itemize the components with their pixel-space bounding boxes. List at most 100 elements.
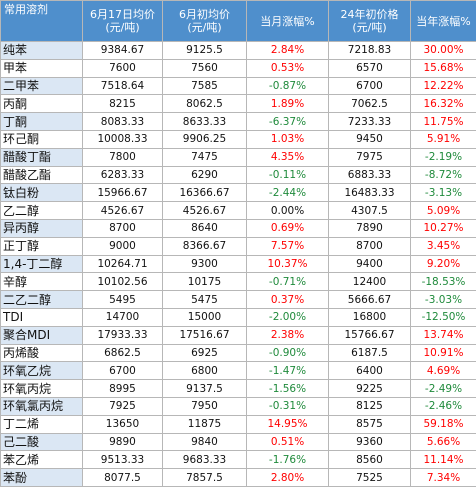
- header-solvent: 常用溶剂: [1, 1, 83, 42]
- jun-start-price-cell: 7950: [163, 397, 247, 415]
- jun17-price-cell: 10102.56: [83, 273, 163, 291]
- table-row: 乙二醇 4526.67 4526.67 0.00% 4307.5 5.09%: [1, 202, 476, 220]
- year-start-price-cell: 6700: [329, 77, 411, 95]
- month-change-cell: 2.80%: [247, 469, 329, 487]
- month-change-cell: 2.38%: [247, 326, 329, 344]
- month-change-cell: 2.84%: [247, 42, 329, 60]
- table-row: 1,4-丁二醇 10264.71 9300 10.37% 9400 9.20%: [1, 255, 476, 273]
- solvent-name-cell: 异丙醇: [1, 219, 83, 237]
- year-change-cell: 12.22%: [411, 77, 476, 95]
- jun-start-price-cell: 6290: [163, 166, 247, 184]
- jun17-price-cell: 9513.33: [83, 451, 163, 469]
- solvent-name-cell: 苯酚: [1, 469, 83, 487]
- solvent-name-cell: 环氧氯丙烷: [1, 397, 83, 415]
- table-row: 纯苯 9384.67 9125.5 2.84% 7218.83 30.00%: [1, 42, 476, 60]
- year-start-price-cell: 9360: [329, 433, 411, 451]
- solvent-name-cell: 辛醇: [1, 273, 83, 291]
- table-row: 丙烯酸 6862.5 6925 -0.90% 6187.5 10.91%: [1, 344, 476, 362]
- year-start-price-cell: 5666.67: [329, 291, 411, 309]
- solvent-name-cell: 正丁醇: [1, 237, 83, 255]
- month-change-cell: 4.35%: [247, 148, 329, 166]
- table-row: 丁二烯 13650 11875 14.95% 8575 59.18%: [1, 415, 476, 433]
- month-change-cell: -1.56%: [247, 380, 329, 398]
- solvent-name-cell: 甲苯: [1, 59, 83, 77]
- jun-start-price-cell: 8640: [163, 219, 247, 237]
- table-row: 环氧丙烷 8995 9137.5 -1.56% 9225 -2.49%: [1, 380, 476, 398]
- jun-start-price-cell: 8062.5: [163, 95, 247, 113]
- year-start-price-cell: 16483.33: [329, 184, 411, 202]
- jun-start-price-cell: 7857.5: [163, 469, 247, 487]
- year-start-price-cell: 12400: [329, 273, 411, 291]
- year-start-price-cell: 15766.67: [329, 326, 411, 344]
- table-row: 己二酸 9890 9840 0.51% 9360 5.66%: [1, 433, 476, 451]
- solvent-name-cell: 二甲苯: [1, 77, 83, 95]
- year-change-cell: -2.46%: [411, 397, 476, 415]
- header-year-start-price: 24年初价格 (元/吨): [329, 1, 411, 42]
- jun17-price-cell: 10008.33: [83, 130, 163, 148]
- jun-start-price-cell: 8633.33: [163, 113, 247, 131]
- solvent-name-cell: 环氧乙烷: [1, 362, 83, 380]
- jun-start-price-cell: 7585: [163, 77, 247, 95]
- header-row: 常用溶剂 6月17日均价 (元/吨) 6月初均价 (元/吨) 当月涨幅% 24年初价…: [1, 1, 476, 42]
- jun-start-price-cell: 6925: [163, 344, 247, 362]
- jun-start-price-cell: 9683.33: [163, 451, 247, 469]
- year-start-price-cell: 7233.33: [329, 113, 411, 131]
- solvent-name-cell: 醋酸丁酯: [1, 148, 83, 166]
- month-change-cell: 0.00%: [247, 202, 329, 220]
- jun17-price-cell: 6700: [83, 362, 163, 380]
- jun17-price-cell: 10264.71: [83, 255, 163, 273]
- month-change-cell: -2.00%: [247, 308, 329, 326]
- month-change-cell: -0.11%: [247, 166, 329, 184]
- jun17-price-cell: 17933.33: [83, 326, 163, 344]
- table-row: 聚合MDI 17933.33 17516.67 2.38% 15766.67 13.74%: [1, 326, 476, 344]
- jun17-price-cell: 9384.67: [83, 42, 163, 60]
- jun17-price-cell: 7800: [83, 148, 163, 166]
- jun-start-price-cell: 5475: [163, 291, 247, 309]
- year-change-cell: -2.49%: [411, 380, 476, 398]
- year-start-price-cell: 7218.83: [329, 42, 411, 60]
- table-row: 正丁醇 9000 8366.67 7.57% 8700 3.45%: [1, 237, 476, 255]
- year-change-cell: -2.19%: [411, 148, 476, 166]
- year-change-cell: 9.20%: [411, 255, 476, 273]
- jun17-price-cell: 13650: [83, 415, 163, 433]
- month-change-cell: 0.51%: [247, 433, 329, 451]
- jun-start-price-cell: 16366.67: [163, 184, 247, 202]
- year-change-cell: 4.69%: [411, 362, 476, 380]
- year-start-price-cell: 9225: [329, 380, 411, 398]
- jun17-price-cell: 7600: [83, 59, 163, 77]
- year-start-price-cell: 8125: [329, 397, 411, 415]
- solvent-name-cell: 丙酮: [1, 95, 83, 113]
- year-change-cell: 5.91%: [411, 130, 476, 148]
- jun17-price-cell: 8995: [83, 380, 163, 398]
- jun-start-price-cell: 9300: [163, 255, 247, 273]
- year-start-price-cell: 4307.5: [329, 202, 411, 220]
- month-change-cell: -0.90%: [247, 344, 329, 362]
- year-start-price-cell: 7890: [329, 219, 411, 237]
- year-start-price-cell: 6883.33: [329, 166, 411, 184]
- solvent-name-cell: TDI: [1, 308, 83, 326]
- year-start-price-cell: 9450: [329, 130, 411, 148]
- month-change-cell: 1.03%: [247, 130, 329, 148]
- month-change-cell: 14.95%: [247, 415, 329, 433]
- jun17-price-cell: 8215: [83, 95, 163, 113]
- table-row: TDI 14700 15000 -2.00% 16800 -12.50%: [1, 308, 476, 326]
- jun-start-price-cell: 17516.67: [163, 326, 247, 344]
- jun-start-price-cell: 6800: [163, 362, 247, 380]
- solvent-name-cell: 1,4-丁二醇: [1, 255, 83, 273]
- year-change-cell: 11.75%: [411, 113, 476, 131]
- solvent-name-cell: 乙二醇: [1, 202, 83, 220]
- month-change-cell: -1.47%: [247, 362, 329, 380]
- jun-start-price-cell: 7560: [163, 59, 247, 77]
- jun-start-price-cell: 7475: [163, 148, 247, 166]
- year-change-cell: -3.13%: [411, 184, 476, 202]
- year-change-cell: 5.66%: [411, 433, 476, 451]
- year-change-cell: 13.74%: [411, 326, 476, 344]
- year-change-cell: 59.18%: [411, 415, 476, 433]
- table-row: 异丙醇 8700 8640 0.69% 7890 10.27%: [1, 219, 476, 237]
- solvent-name-cell: 丙烯酸: [1, 344, 83, 362]
- jun17-price-cell: 9000: [83, 237, 163, 255]
- jun-start-price-cell: 11875: [163, 415, 247, 433]
- month-change-cell: -0.31%: [247, 397, 329, 415]
- jun17-price-cell: 6862.5: [83, 344, 163, 362]
- jun17-price-cell: 7925: [83, 397, 163, 415]
